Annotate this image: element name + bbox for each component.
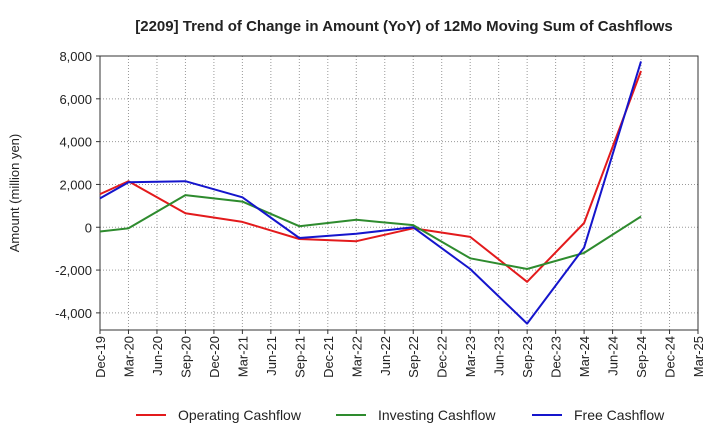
series-lines (99, 61, 642, 325)
x-tick-label: Jun-21 (264, 336, 279, 376)
x-tick-label: Jun-20 (150, 336, 165, 376)
plot-frame (99, 55, 699, 331)
x-tick-label: Mar-20 (121, 336, 136, 377)
x-tick-label: Dec-23 (549, 336, 564, 378)
legend-label: Operating Cashflow (178, 407, 302, 423)
chart-title: [2209] Trend of Change in Amount (YoY) o… (135, 18, 673, 35)
x-axis: Dec-19 Mar-20 Jun-20 Sep-20 Dec-20 Mar-21 Jun-… (93, 330, 706, 378)
series-line (99, 70, 642, 283)
y-tick-label: -2,000 (55, 263, 92, 278)
x-tick-label: Mar-21 (235, 336, 250, 377)
x-tick-label: Dec-21 (321, 336, 336, 378)
y-tick-label: 0 (85, 220, 92, 235)
x-tick-label: Mar-22 (349, 336, 364, 377)
legend-label: Investing Cashflow (378, 407, 496, 423)
x-tick-label: Dec-20 (207, 336, 222, 378)
legend-label: Free Cashflow (574, 407, 665, 423)
y-tick-label: -4,000 (55, 306, 92, 321)
x-tick-label: Sep-20 (178, 336, 193, 378)
grid (99, 55, 699, 330)
x-tick-label: Mar-25 (691, 336, 706, 377)
x-tick-label: Dec-22 (435, 336, 450, 378)
y-tick-label: 2,000 (59, 177, 92, 192)
series-line (99, 61, 642, 325)
x-tick-label: Dec-19 (93, 336, 108, 378)
x-tick-label: Mar-24 (577, 336, 592, 377)
x-tick-label: Jun-23 (492, 336, 507, 376)
x-tick-label: Sep-22 (406, 336, 421, 378)
x-tick-label: Dec-24 (663, 336, 678, 378)
x-tick-label: Mar-23 (463, 336, 478, 377)
legend: Operating Cashflow Investing Cashflow Free… (136, 407, 665, 423)
x-tick-label: Sep-23 (520, 336, 535, 378)
y-tick-label: 4,000 (59, 135, 92, 150)
x-tick-label: Jun-22 (378, 336, 393, 376)
y-axis: 8,000 6,000 4,000 2,000 0 -2,000 -4,000 (55, 49, 100, 321)
series-line (99, 194, 642, 270)
y-tick-label: 8,000 (59, 49, 92, 64)
y-tick-label: 6,000 (59, 92, 92, 107)
x-tick-label: Sep-24 (634, 336, 649, 378)
x-tick-label: Sep-21 (292, 336, 307, 378)
y-axis-label: Amount (million yen) (7, 134, 22, 253)
x-tick-label: Jun-24 (606, 336, 621, 376)
